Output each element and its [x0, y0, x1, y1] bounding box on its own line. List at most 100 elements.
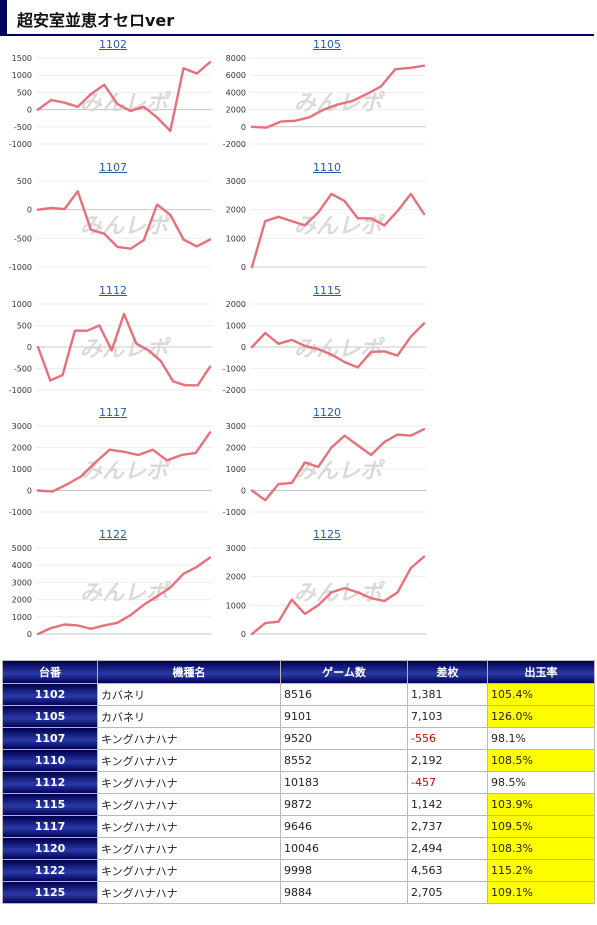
data-point: [396, 433, 399, 436]
watermark-logo: みんレポ: [80, 213, 172, 239]
data-point: [317, 211, 320, 214]
chart-title-link[interactable]: 1110: [313, 161, 341, 174]
line-chart: 3000 2000 1000 0 みんレポ: [226, 177, 426, 272]
chart-title-link[interactable]: 1117: [99, 406, 127, 419]
data-point: [166, 459, 168, 462]
data-point: [409, 335, 412, 338]
line-chart: 1500 1000 500 0 -500 -1000 みんレポ: [9, 54, 212, 149]
machine-table: 台番 機種名 ゲーム数 差枚 出玉率 1102 カバネリ 8516 1,381 105.…: [2, 660, 595, 904]
y-tick-label: -1000: [9, 508, 32, 517]
difference-cell: 2,192: [407, 749, 488, 772]
y-tick-label: 0: [241, 343, 246, 352]
payout-rate-cell: 109.5%: [487, 815, 595, 838]
game-count-cell: 8552: [280, 749, 408, 772]
data-point: [156, 116, 158, 119]
chart-title-link[interactable]: 1125: [313, 528, 341, 541]
data-point: [169, 586, 172, 589]
data-point: [94, 461, 97, 464]
data-point: [90, 228, 92, 231]
machine-number-cell: 1120: [2, 837, 98, 860]
chart-title-link[interactable]: 1120: [313, 406, 341, 419]
y-tick-label: -500: [14, 365, 32, 374]
data-point: [50, 99, 53, 101]
data-point: [370, 597, 372, 600]
data-point: [264, 220, 267, 223]
table-row: 1120 キングハナハナ 10046 2,494 108.3%: [2, 837, 595, 860]
chart-title-link[interactable]: 1105: [313, 38, 341, 51]
data-point: [383, 441, 386, 444]
game-count-cell: 9101: [280, 705, 408, 728]
table-row: 1112 キングハナハナ 10183 -457 98.5%: [2, 771, 595, 794]
machine-number-cell: 1107: [2, 727, 98, 750]
y-tick-label: -2000: [223, 140, 246, 149]
y-tick-label: -1000: [223, 365, 246, 374]
machine-name-cell: カバネリ: [97, 683, 281, 706]
machine-name-cell: キングハナハナ: [97, 859, 281, 882]
data-point: [90, 627, 92, 630]
difference-cell: 2,737: [407, 815, 488, 838]
data-point: [142, 239, 145, 241]
watermark-logo: みんレポ: [80, 458, 172, 484]
data-point: [103, 232, 106, 235]
y-tick-label: 0: [241, 263, 246, 272]
y-tick-label: 3000: [226, 177, 246, 186]
data-point: [182, 572, 185, 575]
data-point: [49, 379, 52, 382]
table-row: 1107 キングハナハナ 9520 -556 98.1%: [2, 727, 595, 750]
game-count-cell: 9884: [280, 881, 408, 904]
line-chart: 3000 2000 1000 0 -1000 みんレポ: [9, 422, 212, 517]
chart-title-link[interactable]: 1107: [99, 161, 127, 174]
data-point: [370, 217, 372, 220]
data-point: [37, 633, 39, 635]
game-count-cell: 9646: [280, 815, 408, 838]
payout-rate-cell: 103.9%: [487, 793, 595, 816]
y-tick-label: 0: [27, 630, 32, 639]
data-point: [351, 100, 354, 102]
machine-name-cell: キングハナハナ: [97, 727, 281, 750]
y-tick-label: 2000: [226, 106, 246, 115]
data-point: [251, 125, 253, 128]
data-point: [37, 346, 39, 348]
y-tick-label: 1000: [226, 322, 246, 331]
payout-rate-cell: 98.1%: [487, 727, 595, 750]
game-count-cell: 8516: [280, 683, 408, 706]
chart-title-link[interactable]: 1115: [313, 284, 341, 297]
y-tick-label: 0: [27, 106, 32, 115]
data-point: [159, 360, 162, 363]
data-point: [103, 624, 106, 627]
chart-title-link[interactable]: 1112: [99, 284, 127, 297]
data-point: [182, 238, 185, 241]
data-point: [294, 119, 296, 122]
chart-1120: 1120 3000 2000 1000 0 -1000 みんレポ: [222, 406, 432, 530]
data-point: [356, 217, 359, 220]
difference-cell: 2,705: [407, 881, 488, 904]
machine-number-cell: 1105: [2, 705, 98, 728]
chart-title-link[interactable]: 1102: [99, 38, 127, 51]
data-point: [308, 116, 311, 119]
machine-name-cell: キングハナハナ: [97, 793, 281, 816]
y-tick-label: 4000: [12, 561, 32, 570]
page-header: 超安室並恵オセロver: [0, 0, 594, 36]
data-point: [322, 108, 325, 111]
data-point: [80, 475, 82, 478]
data-point: [137, 454, 140, 456]
machine-number-cell: 1112: [2, 771, 98, 794]
data-point: [51, 490, 54, 493]
y-tick-label: 3000: [226, 544, 246, 553]
y-tick-label: 6000: [226, 71, 246, 80]
series-line: [250, 192, 426, 269]
data-point: [172, 380, 175, 383]
y-tick-label: -1000: [9, 263, 32, 272]
data-point: [116, 621, 119, 624]
data-point: [76, 105, 79, 108]
table-row: 1117 キングハナハナ 9646 2,737 109.5%: [2, 815, 595, 838]
data-point: [396, 354, 399, 357]
data-point: [209, 61, 211, 64]
watermark-logo: みんレポ: [80, 580, 172, 606]
data-point: [304, 613, 306, 615]
payout-rate-cell: 108.5%: [487, 749, 595, 772]
chart-title-link[interactable]: 1122: [99, 528, 127, 541]
data-point: [264, 332, 267, 334]
y-tick-label: 4000: [226, 88, 246, 97]
